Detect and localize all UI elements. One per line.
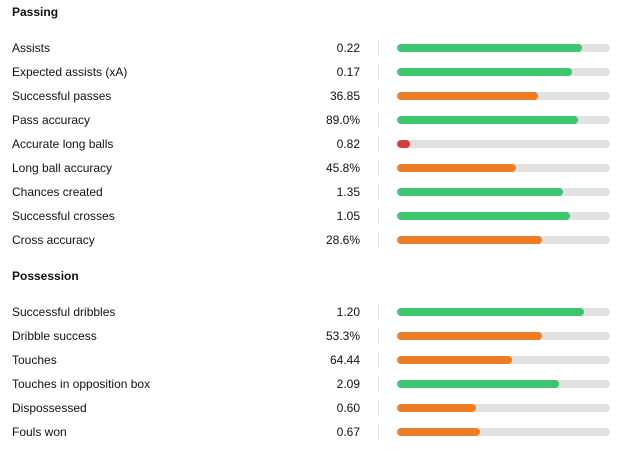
percentile-bar-fill <box>397 140 410 148</box>
stat-rows: Successful dribbles 1.20 Dribble success 53… <box>0 300 618 444</box>
percentile-bar-fill <box>397 428 481 436</box>
section-title: Passing <box>12 5 59 19</box>
stat-label: Touches <box>12 353 57 367</box>
stat-rows: Assists 0.22 Expected assists (xA) 0.17 Succ… <box>0 36 618 252</box>
stat-label: Cross accuracy <box>12 233 95 247</box>
column-divider <box>378 65 379 79</box>
stat-value: 0.17 <box>336 65 360 79</box>
stat-value: 1.20 <box>336 305 360 319</box>
percentile-bar-fill <box>397 236 542 244</box>
column-divider <box>378 209 379 223</box>
percentile-bar-track <box>397 356 610 364</box>
percentile-bar-track <box>397 188 610 196</box>
stat-label: Fouls won <box>12 425 67 439</box>
stat-row: Successful dribbles 1.20 <box>0 300 618 324</box>
stat-row: Successful crosses 1.05 <box>0 204 618 228</box>
stat-row: Assists 0.22 <box>0 36 618 60</box>
stat-row: Touches in opposition box 2.09 <box>0 372 618 396</box>
percentile-bar-fill <box>397 308 585 316</box>
percentile-bar-track <box>397 308 610 316</box>
stat-label: Pass accuracy <box>12 113 91 127</box>
stat-label: Chances created <box>12 185 103 199</box>
stat-row: Expected assists (xA) 0.17 <box>0 60 618 84</box>
section-title: Possession <box>12 269 79 283</box>
stat-value: 28.6% <box>325 233 360 247</box>
stat-value: 0.60 <box>336 401 360 415</box>
stat-row: Pass accuracy 89.0% <box>0 108 618 132</box>
section-passing: Passing Assists 0.22 Expected assists (xA)… <box>0 5 618 252</box>
column-divider <box>378 233 379 247</box>
percentile-bar-fill <box>397 68 572 76</box>
percentile-bar-track <box>397 332 610 340</box>
stat-value: 53.3% <box>325 329 360 343</box>
stat-row: Dispossessed 0.60 <box>0 396 618 420</box>
percentile-bar-track <box>397 44 610 52</box>
percentile-bar-track <box>397 212 610 220</box>
percentile-bar-track <box>397 116 610 124</box>
percentile-bar-fill <box>397 92 538 100</box>
percentile-bar-fill <box>397 44 583 52</box>
section-possession: Possession Successful dribbles 1.20 Dribbl… <box>0 264 618 444</box>
percentile-bar-track <box>397 68 610 76</box>
stat-value: 0.67 <box>336 425 360 439</box>
stat-value: 1.05 <box>336 209 360 223</box>
stat-value: 89.0% <box>325 113 360 127</box>
stat-row: Chances created 1.35 <box>0 180 618 204</box>
percentile-bar-fill <box>397 356 513 364</box>
stat-label: Expected assists (xA) <box>12 65 128 79</box>
stat-row: Dribble success 53.3% <box>0 324 618 348</box>
column-divider <box>378 41 379 55</box>
stat-label: Accurate long balls <box>12 137 114 151</box>
percentile-bar-fill <box>397 188 564 196</box>
stat-value: 0.82 <box>336 137 360 151</box>
column-divider <box>378 185 379 199</box>
stat-value: 64.44 <box>329 353 360 367</box>
percentile-bar-fill <box>397 380 559 388</box>
percentile-bar-track <box>397 92 610 100</box>
stat-label: Dribble success <box>12 329 97 343</box>
column-divider <box>378 305 379 319</box>
column-divider <box>378 113 379 127</box>
percentile-bar-track <box>397 236 610 244</box>
percentile-bar-fill <box>397 116 579 124</box>
percentile-bar-track <box>397 428 610 436</box>
stat-label: Assists <box>12 41 51 55</box>
column-divider <box>378 353 379 367</box>
stat-row: Successful passes 36.85 <box>0 84 618 108</box>
stat-value: 36.85 <box>329 89 360 103</box>
column-divider <box>378 377 379 391</box>
stat-label: Successful passes <box>12 89 112 103</box>
stat-label: Successful crosses <box>12 209 115 223</box>
stat-row: Touches 64.44 <box>0 348 618 372</box>
stat-value: 45.8% <box>325 161 360 175</box>
stat-label: Long ball accuracy <box>12 161 113 175</box>
stat-row: Accurate long balls 0.82 <box>0 132 618 156</box>
stat-row: Cross accuracy 28.6% <box>0 228 618 252</box>
column-divider <box>378 161 379 175</box>
column-divider <box>378 401 379 415</box>
percentile-bar-track <box>397 164 610 172</box>
percentile-bar-fill <box>397 332 542 340</box>
stat-label: Successful dribbles <box>12 305 116 319</box>
column-divider <box>378 137 379 151</box>
column-divider <box>378 425 379 439</box>
column-divider <box>378 329 379 343</box>
percentile-bar-fill <box>397 212 570 220</box>
stat-row: Long ball accuracy 45.8% <box>0 156 618 180</box>
percentile-bar-track <box>397 140 610 148</box>
stat-row: Fouls won 0.67 <box>0 420 618 444</box>
stat-value: 0.22 <box>336 41 360 55</box>
percentile-bar-fill <box>397 164 517 172</box>
stat-value: 1.35 <box>336 185 360 199</box>
percentile-bar-fill <box>397 404 476 412</box>
percentile-bar-track <box>397 404 610 412</box>
stat-label: Dispossessed <box>12 401 87 415</box>
column-divider <box>378 89 379 103</box>
stat-label: Touches in opposition box <box>12 377 151 391</box>
stat-value: 2.09 <box>336 377 360 391</box>
percentile-bar-track <box>397 380 610 388</box>
